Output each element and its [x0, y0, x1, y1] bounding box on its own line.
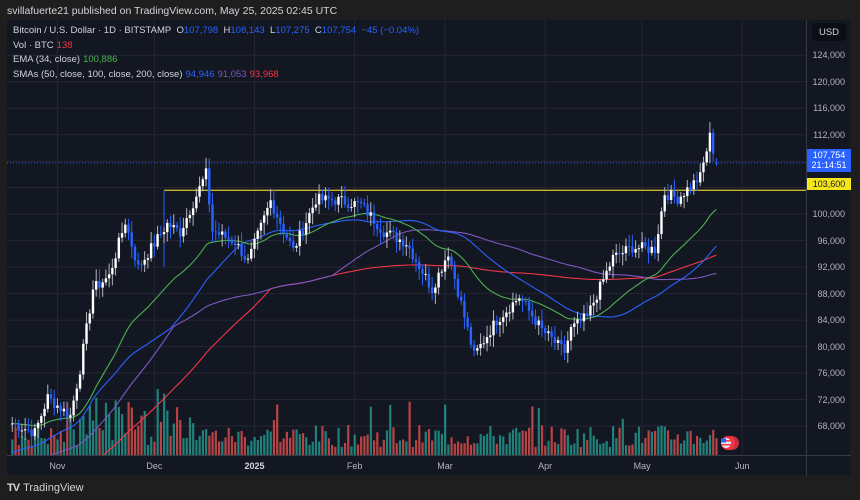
price-tick: 80,000 [817, 341, 845, 352]
price-tick: 100,000 [812, 209, 845, 220]
price-tick: 120,000 [812, 76, 845, 87]
legend-sma-row[interactable]: SMAs (50, close, 100, close, 200, close)… [13, 68, 279, 80]
currency-button[interactable]: USD [812, 23, 846, 41]
price-chart [7, 20, 806, 455]
volume-value: 138 [56, 39, 73, 51]
time-label-apr: Apr [538, 461, 553, 471]
time-scale[interactable]: Nov Dec 2025 Feb Mar Apr May Jun [7, 455, 806, 476]
price-tick: 112,000 [813, 129, 845, 140]
publish-info: svillafuerte21 published on TradingView.… [7, 5, 338, 17]
symbol-title[interactable]: Bitcoin / U.S. Dollar · 1D · BITSTAMP [13, 25, 172, 36]
current-price-tag: 107,754 21:14:51 [807, 149, 851, 172]
legend-symbol-row: Bitcoin / U.S. Dollar · 1D · BITSTAMP O1… [13, 25, 419, 36]
bar-countdown: 21:14:51 [811, 160, 847, 170]
level-price-tag: 103,600 [807, 178, 851, 190]
ema-value: 100,886 [83, 54, 118, 65]
price-tick: 72,000 [817, 394, 845, 405]
sma200-value: 93,968 [249, 68, 279, 80]
price-tick: 124,000 [812, 50, 845, 61]
sma50-value: 94,946 [185, 68, 215, 80]
time-label-mar: Mar [437, 461, 453, 471]
tradingview-logo-icon: TV [7, 482, 20, 494]
time-label-dec: Dec [146, 461, 163, 471]
scale-corner [806, 455, 851, 476]
chart-frame: Bitcoin / U.S. Dollar · 1D · BITSTAMP O1… [7, 20, 851, 476]
open-value: 107,798 [183, 25, 219, 36]
price-scale[interactable]: 68,000 72,000 76,000 80,000 84,000 88,000 92,0… [806, 20, 851, 455]
close-value: 107,754 [321, 25, 357, 36]
high-value: 108,143 [230, 25, 265, 36]
low-value: 107,275 [275, 25, 310, 36]
price-tick: 68,000 [817, 421, 845, 431]
price-tick: 96,000 [817, 235, 845, 246]
price-tick: 116,000 [813, 103, 845, 114]
price-tick: 92,000 [817, 262, 845, 273]
price-tick: 88,000 [817, 288, 845, 299]
footer: TV TradingView [7, 482, 84, 494]
change-value: −45 (−0.04%) [361, 25, 419, 36]
time-label-may: May [633, 461, 651, 471]
price-tick: 76,000 [817, 368, 845, 379]
legend-volume-row[interactable]: Vol · BTC 138 [13, 39, 73, 51]
tradingview-brand: TradingView [23, 482, 84, 494]
time-label-nov: Nov [49, 461, 66, 471]
chart-legend: Bitcoin / U.S. Dollar · 1D · BITSTAMP O1… [13, 24, 419, 82]
chart-plot-area[interactable]: Bitcoin / U.S. Dollar · 1D · BITSTAMP O1… [7, 20, 806, 455]
sma100-value: 91,053 [217, 68, 247, 80]
time-label-2025: 2025 [244, 461, 265, 471]
legend-ema-row[interactable]: EMA (34, close) 100,886 [13, 54, 118, 65]
time-label-feb: Feb [346, 461, 363, 471]
time-label-jun: Jun [734, 461, 750, 471]
price-tick: 84,000 [817, 315, 845, 326]
